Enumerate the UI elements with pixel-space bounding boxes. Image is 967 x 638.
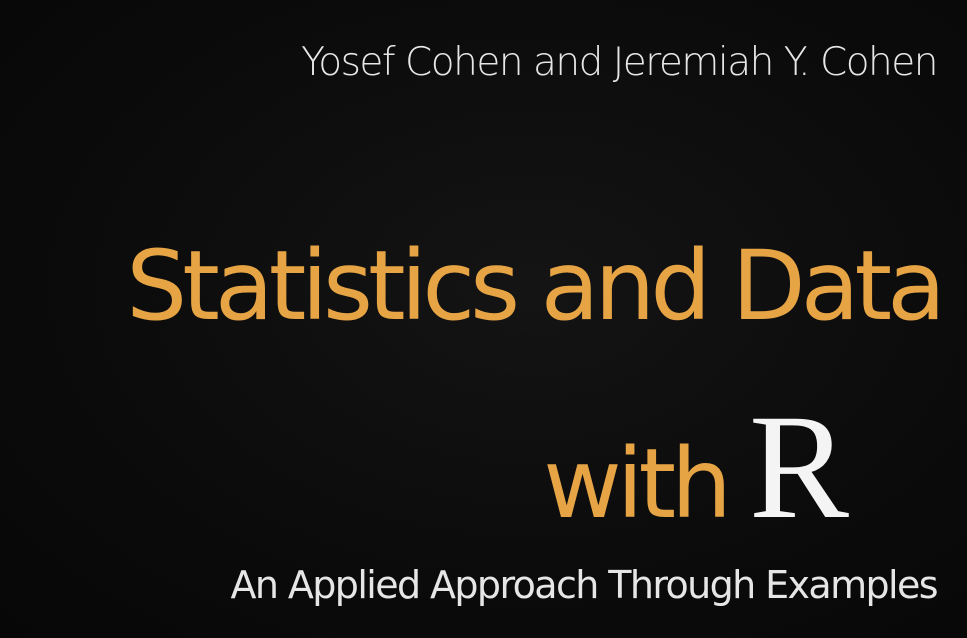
- authors: Yosef Cohen and Jeremiah Y. Cohen: [301, 40, 938, 85]
- subtitle: An Applied Approach Through Examples: [230, 563, 939, 607]
- title-with-word: with: [543, 428, 732, 540]
- title-line-1: Statistics and Data: [126, 230, 946, 342]
- title-r-letter: R: [748, 384, 849, 550]
- title-line-2: with R: [543, 392, 849, 542]
